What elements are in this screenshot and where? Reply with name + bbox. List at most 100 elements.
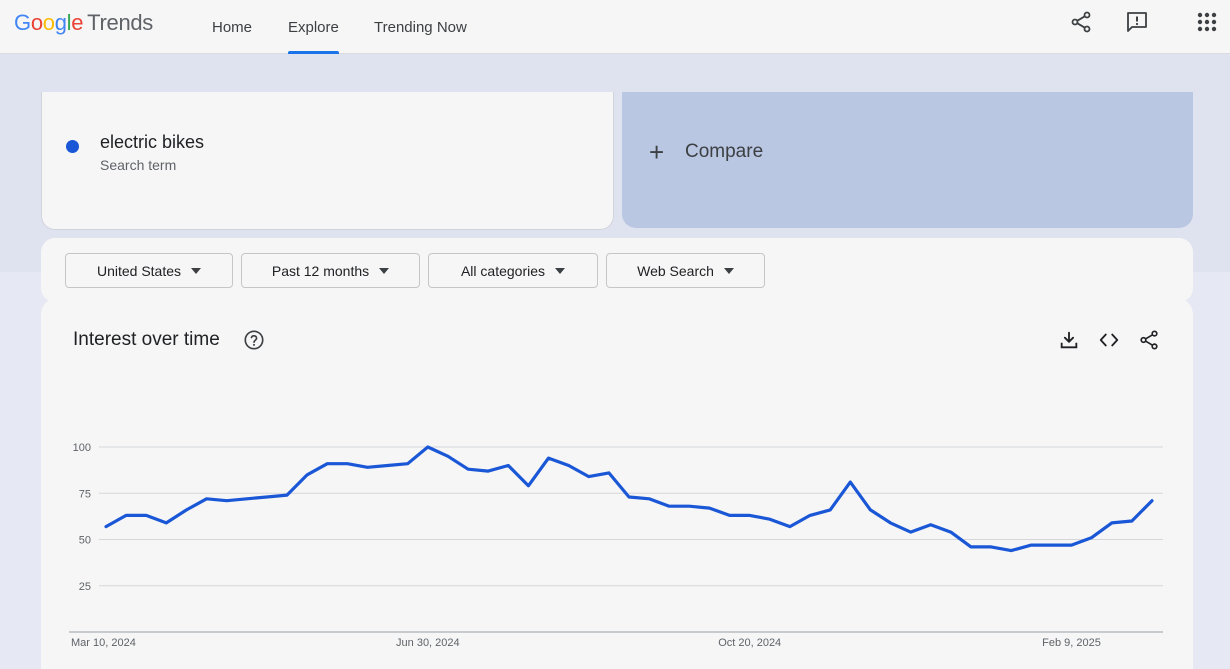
y-tick-label: 100 (73, 442, 91, 454)
nav-home[interactable]: Home (212, 18, 253, 36)
data-point[interactable] (1149, 498, 1155, 504)
logo-letter: e (71, 10, 84, 35)
filter-label: United States (96, 262, 182, 279)
data-point[interactable] (445, 453, 451, 459)
data-point[interactable] (1028, 542, 1034, 548)
data-point[interactable] (103, 524, 109, 530)
filter-region[interactable]: United States (65, 253, 233, 288)
data-point[interactable] (908, 529, 914, 535)
y-tick-label: 50 (79, 535, 91, 547)
filter-label: All categories (460, 262, 546, 279)
share-icon[interactable] (1069, 10, 1093, 34)
caret-down-icon (723, 267, 734, 274)
data-point[interactable] (747, 512, 753, 518)
plus-icon: + (649, 137, 665, 167)
data-point[interactable] (405, 461, 411, 467)
data-point[interactable] (143, 512, 149, 518)
data-point[interactable] (626, 494, 632, 500)
compare-button[interactable]: + Compare (622, 92, 1193, 228)
data-point[interactable] (304, 472, 310, 478)
filter-search-type[interactable]: Web Search (606, 253, 765, 288)
data-point[interactable] (324, 461, 330, 467)
share-icon[interactable] (1138, 329, 1160, 351)
data-point[interactable] (425, 444, 431, 450)
caret-down-icon (191, 267, 202, 274)
data-point[interactable] (948, 529, 954, 535)
data-point[interactable] (787, 524, 793, 530)
term-color-dot (66, 140, 79, 153)
data-point[interactable] (344, 461, 350, 467)
data-point[interactable] (566, 463, 572, 469)
data-point[interactable] (505, 463, 511, 469)
logo-letter: l (66, 10, 72, 35)
filter-category[interactable]: All categories (428, 253, 598, 288)
search-term-card[interactable]: electric bikes Search term (41, 92, 614, 230)
data-point[interactable] (1008, 548, 1014, 554)
data-point[interactable] (888, 520, 894, 526)
nav-explore[interactable]: Explore (288, 0, 339, 54)
data-point[interactable] (1069, 542, 1075, 548)
google-trends-logo[interactable]: Google Trends (14, 10, 153, 36)
search-term-text[interactable]: electric bikes (100, 132, 205, 152)
data-point[interactable] (767, 516, 773, 522)
logo-product-name: Trends (87, 10, 154, 35)
download-icon[interactable] (1058, 329, 1080, 351)
help-icon[interactable] (243, 329, 265, 351)
apps-grid-icon[interactable] (1195, 10, 1219, 34)
logo-letter: o (30, 10, 43, 35)
card-title: Interest over time (73, 329, 220, 350)
y-tick-label: 25 (79, 581, 91, 593)
data-point[interactable] (666, 503, 672, 509)
data-point[interactable] (606, 470, 612, 476)
data-point[interactable] (1109, 520, 1115, 526)
logo-letter: g (54, 10, 67, 35)
data-point[interactable] (204, 496, 210, 502)
data-point[interactable] (244, 496, 250, 502)
data-point[interactable] (988, 544, 994, 550)
interest-over-time-card: Interest over time 100 75 50 25 Mar 10, 2024… (41, 297, 1193, 669)
interest-line-chart: 100 75 50 25 Mar 10, 2024 Jun 30, 2024 Oct 20,… (69, 442, 1163, 649)
compare-label: Compare (685, 141, 764, 162)
search-term-type: Search term (100, 157, 177, 173)
search-band: electric bikes Search term + Compare Uni… (0, 54, 1230, 302)
nav-trending-now[interactable]: Trending Now (374, 18, 467, 36)
data-point[interactable] (365, 464, 371, 470)
data-point[interactable] (807, 512, 813, 518)
embed-code-icon[interactable] (1098, 329, 1120, 351)
data-point[interactable] (1129, 518, 1135, 524)
data-point[interactable] (847, 479, 853, 485)
data-point[interactable] (827, 507, 833, 513)
top-header: Google Trends Home Explore Trending Now (0, 0, 1230, 54)
data-point[interactable] (546, 455, 552, 461)
data-point[interactable] (183, 507, 189, 513)
data-point[interactable] (928, 522, 934, 528)
data-point[interactable] (586, 474, 592, 480)
caret-down-icon (379, 267, 390, 274)
data-point[interactable] (163, 520, 169, 526)
data-point[interactable] (485, 468, 491, 474)
data-point[interactable] (123, 512, 129, 518)
logo-letter: G (14, 10, 31, 35)
filter-label: Past 12 months (271, 262, 370, 279)
data-point[interactable] (465, 466, 471, 472)
data-point[interactable] (1048, 542, 1054, 548)
data-point[interactable] (867, 507, 873, 513)
filter-label: Web Search (637, 262, 714, 279)
data-point[interactable] (264, 494, 270, 500)
data-point[interactable] (385, 463, 391, 469)
data-point[interactable] (224, 498, 230, 504)
logo-letter: o (42, 10, 55, 35)
data-point[interactable] (284, 492, 290, 498)
data-point[interactable] (646, 496, 652, 502)
data-point[interactable] (1089, 535, 1095, 541)
data-point[interactable] (968, 544, 974, 550)
filter-time-range[interactable]: Past 12 months (241, 253, 420, 288)
x-tick-label: Mar 10, 2024 (71, 637, 136, 649)
data-point[interactable] (686, 503, 692, 509)
feedback-icon[interactable] (1125, 10, 1149, 34)
x-tick-label: Feb 9, 2025 (1042, 637, 1101, 649)
data-point[interactable] (706, 505, 712, 511)
data-point[interactable] (525, 483, 531, 489)
data-point[interactable] (727, 512, 733, 518)
series-line-electric-bikes[interactable] (104, 445, 1154, 553)
